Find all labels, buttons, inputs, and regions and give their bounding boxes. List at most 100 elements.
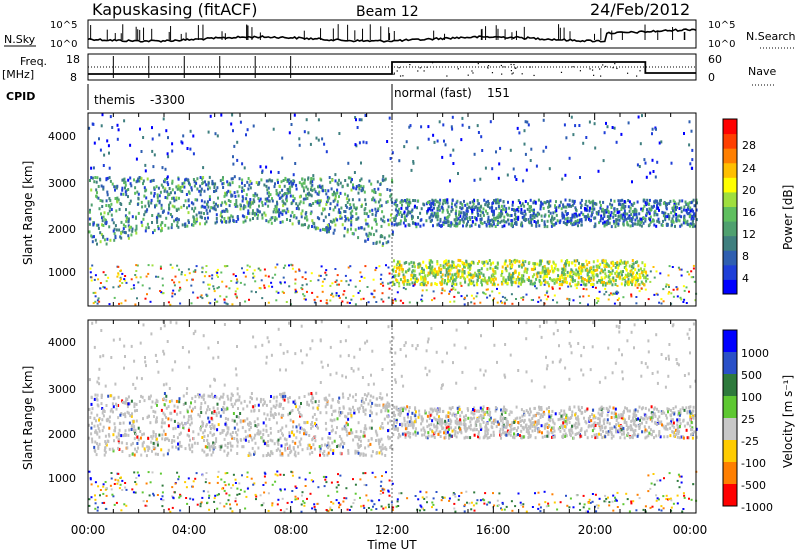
scatter-point <box>364 265 367 268</box>
scatter-point <box>284 264 287 267</box>
scatter-point <box>332 199 335 203</box>
scatter-point <box>256 432 259 436</box>
scatter-point <box>261 169 264 173</box>
scatter-point <box>290 123 293 126</box>
scatter-point <box>604 282 607 286</box>
scatter-point <box>160 227 163 230</box>
scatter-point <box>621 198 624 202</box>
scatter-point <box>199 215 202 219</box>
nsky-panel: N.Sky 10^5 10^0 10^5 10^0 N.Search <box>4 19 796 50</box>
scatter-point <box>382 300 385 303</box>
scatter-point <box>186 421 189 424</box>
scatter-point <box>358 187 361 191</box>
scatter-point <box>430 271 433 275</box>
scatter-point <box>653 276 656 279</box>
scatter-point <box>191 443 194 447</box>
scatter-point <box>603 293 606 296</box>
scatter-point <box>179 431 182 435</box>
scatter-point <box>439 198 442 202</box>
scatter-point <box>386 404 389 408</box>
scatter-point <box>277 291 280 294</box>
scatter-point <box>120 412 123 415</box>
scatter-point <box>162 185 165 189</box>
scatter-point <box>494 218 497 222</box>
scatter-point <box>107 212 110 216</box>
scatter-point <box>281 426 284 430</box>
scatter-point <box>139 436 142 440</box>
scatter-point <box>544 280 547 284</box>
scatter-point <box>375 439 377 442</box>
scatter-point <box>624 276 626 280</box>
scatter-point <box>344 210 347 214</box>
scatter-point <box>494 225 497 228</box>
scatter-point <box>494 198 497 202</box>
scatter-point <box>608 215 610 219</box>
scatter-point <box>168 203 170 207</box>
scatter-point <box>304 298 307 301</box>
scatter-point <box>436 262 439 266</box>
scatter-point <box>542 269 545 273</box>
scatter-point <box>289 188 292 192</box>
scatter-point <box>521 215 524 219</box>
scatter-point <box>430 267 432 271</box>
scatter-point <box>643 268 646 272</box>
scatter-point <box>270 221 273 225</box>
scatter-point <box>119 278 122 281</box>
scatter-point <box>184 199 187 203</box>
scatter-point <box>302 428 305 432</box>
scatter-point <box>198 393 201 397</box>
scatter-point <box>190 409 193 413</box>
scatter-point <box>312 177 315 181</box>
scatter-point <box>382 175 385 178</box>
scatter-point <box>346 194 349 198</box>
scatter-point <box>374 217 377 221</box>
scatter-point <box>93 397 96 401</box>
scatter-point <box>491 218 494 222</box>
scatter-point <box>614 262 617 265</box>
scatter-point <box>162 292 165 295</box>
scatter-point <box>320 265 323 268</box>
scatter-point <box>531 299 534 301</box>
scatter-point <box>144 189 147 193</box>
scatter-point <box>332 295 335 298</box>
scatter-point <box>174 275 177 278</box>
scatter-point <box>577 272 580 276</box>
scatter-point <box>476 292 479 295</box>
scatter-point <box>286 218 288 221</box>
scatter-point <box>437 214 440 218</box>
scatter-point <box>326 195 329 199</box>
scatter-point <box>167 155 170 159</box>
scatter-point <box>491 290 494 293</box>
scatter-point <box>203 429 206 433</box>
scatter-point <box>470 282 473 286</box>
scatter-point <box>376 180 379 184</box>
scatter-point <box>150 440 153 444</box>
scatter-point <box>230 392 233 396</box>
scatter-point <box>441 287 444 290</box>
scatter-point <box>256 425 258 428</box>
scatter-point <box>175 185 178 189</box>
nave-point <box>579 70 581 72</box>
scatter-point <box>249 218 252 222</box>
scatter-point <box>635 302 638 305</box>
scatter-point <box>281 194 284 198</box>
scatter-point <box>124 429 127 433</box>
scatter-point <box>595 297 598 300</box>
scatter-point <box>606 205 609 209</box>
scatter-point <box>147 448 150 452</box>
scatter-point <box>389 446 392 449</box>
nave-point <box>560 71 563 73</box>
scatter-point <box>386 200 389 204</box>
scatter-point <box>442 222 445 226</box>
power-cbar-tick-24: 24 <box>742 162 756 175</box>
scatter-point <box>263 442 266 446</box>
scatter-point <box>367 444 370 448</box>
scatter-point <box>141 444 144 448</box>
scatter-point <box>587 213 590 217</box>
scatter-point <box>347 397 350 400</box>
scatter-point <box>544 294 547 297</box>
scatter-point <box>190 186 193 190</box>
scatter-point <box>530 205 532 209</box>
scatter-point <box>135 227 138 231</box>
scatter-point <box>410 168 413 172</box>
